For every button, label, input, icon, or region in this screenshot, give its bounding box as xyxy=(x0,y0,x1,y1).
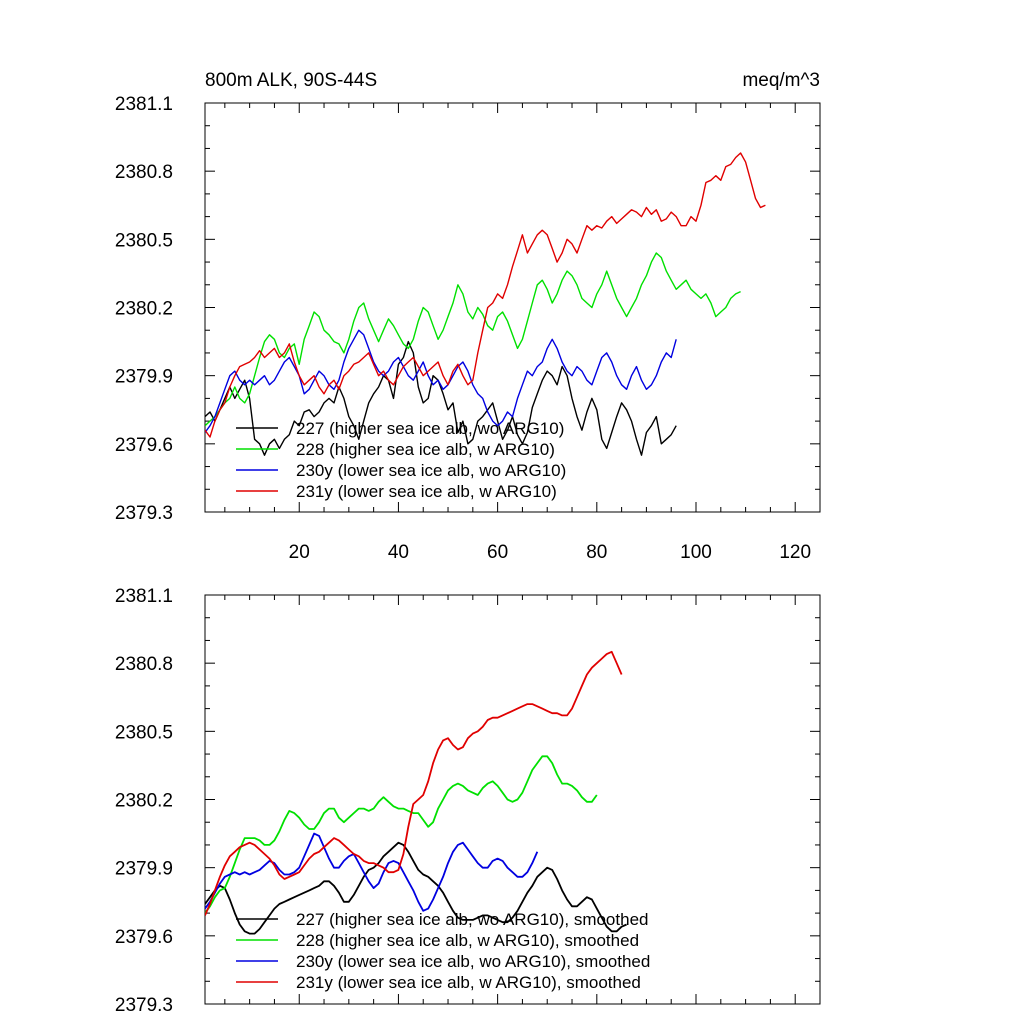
x-tick-label: 120 xyxy=(779,542,811,563)
y-tick-label: 2381.1 xyxy=(115,586,173,607)
units-label: meq/m^3 xyxy=(742,70,820,91)
legend-label-0: 227 (higher sea ice alb, wo ARG10), smoo… xyxy=(296,910,648,929)
y-tick-label: 2380.5 xyxy=(115,722,173,743)
legend: 227 (higher sea ice alb, wo ARG10), smoo… xyxy=(236,910,650,992)
y-tick-label: 2379.3 xyxy=(115,503,173,524)
y-tick-label: 2379.9 xyxy=(115,367,173,388)
top-panel: 2379.3 2379.6 2379.9 2380.2 2380.5 2380.8 2381… xyxy=(115,70,821,563)
legend-label-3: 231y (lower sea ice alb, w ARG10) xyxy=(296,482,557,501)
series-line-3 xyxy=(205,650,623,916)
legend-label-1: 228 (higher sea ice alb, w ARG10) xyxy=(296,440,555,459)
x-tick-label: 20 xyxy=(289,542,310,563)
series-line-1 xyxy=(205,755,598,914)
x-tick-label: 40 xyxy=(388,542,409,563)
y-tick-label: 2379.6 xyxy=(115,435,173,456)
series-group xyxy=(205,650,627,935)
legend-label-1: 228 (higher sea ice alb, w ARG10), smoot… xyxy=(296,931,639,950)
series-line-1 xyxy=(205,252,741,427)
y-tick-label: 2379.6 xyxy=(115,927,173,948)
legend-label-2: 230y (lower sea ice alb, wo ARG10) xyxy=(296,461,566,480)
legend-label-0: 227 (higher sea ice alb, wo ARG10) xyxy=(296,419,564,438)
x-tick-label: 100 xyxy=(680,542,712,563)
series-line-2 xyxy=(205,832,539,912)
series-line-3 xyxy=(205,152,766,438)
bottom-panel: 2379.3 2379.6 2379.9 2380.2 2380.5 2380.8 2381… xyxy=(115,586,821,1016)
chart-title: 800m ALK, 90S-44S xyxy=(205,70,377,91)
y-tick-label: 2379.9 xyxy=(115,859,173,880)
series-line-0 xyxy=(205,841,627,935)
series-group xyxy=(205,152,766,456)
series-line-2 xyxy=(205,329,677,433)
y-tick-label: 2381.1 xyxy=(115,94,173,115)
x-tick-label: 60 xyxy=(487,542,508,563)
legend: 227 (higher sea ice alb, wo ARG10) 228 (h… xyxy=(236,419,566,501)
series-line-0 xyxy=(205,340,677,456)
x-tick-label: 80 xyxy=(586,542,607,563)
y-tick-label: 2380.8 xyxy=(115,162,173,183)
y-tick-label: 2380.2 xyxy=(115,299,173,320)
y-tick-label: 2380.5 xyxy=(115,230,173,251)
y-tick-label: 2380.8 xyxy=(115,654,173,675)
y-tick-label: 2379.3 xyxy=(115,995,173,1016)
legend-label-2: 230y (lower sea ice alb, wo ARG10), smoo… xyxy=(296,952,650,971)
y-tick-label: 2380.2 xyxy=(115,791,173,812)
legend-label-3: 231y (lower sea ice alb, w ARG10), smoot… xyxy=(296,973,641,992)
